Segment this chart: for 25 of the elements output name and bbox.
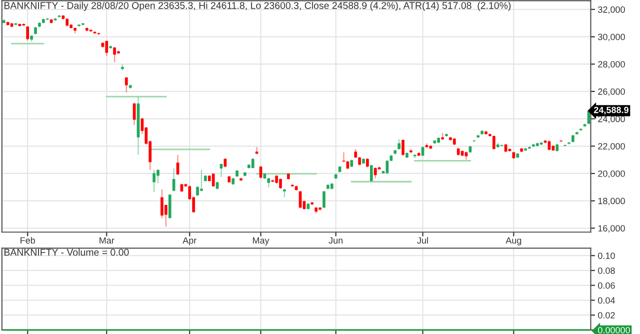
chart-title: BANKNIFTY - Volume = 0.00	[4, 248, 129, 256]
x-tick-label: Mar	[100, 237, 114, 244]
y-tick-label: 18,000	[598, 198, 625, 206]
x-tick-label: Jun	[328, 237, 343, 244]
x-tick-label: May	[252, 237, 270, 246]
y-tick-label: 22,000	[598, 143, 625, 151]
x-tick-label: Aug	[506, 237, 522, 246]
y-tick-label: 24,000	[598, 116, 625, 124]
y-tick-label: 0.04	[598, 297, 615, 304]
y-tick-label: 0.10	[598, 252, 615, 259]
chart-title: BANKNIFTY - Daily 28/08/20 Open 23635.3, Hi 24611.8, Lo 23600.3, Close 24588.9 (4.2%), ATR(14) 517.08 (2.10%)	[4, 2, 511, 11]
x-tick-label: Feb	[20, 236, 36, 244]
x-tick-label: Jul	[417, 236, 428, 244]
y-tick-label: 0.06	[598, 282, 615, 289]
y-tick-label: 26,000	[598, 88, 625, 96]
y-tick-label: 0.00000	[598, 326, 630, 334]
x-tick-label: Apr	[182, 237, 196, 246]
y-tick-label: 28,000	[598, 61, 625, 69]
y-tick-label: 30,000	[598, 34, 625, 42]
y-tick-label: 20,000	[598, 170, 625, 178]
y-tick-label: 32,000	[598, 6, 625, 14]
y-tick-label: 0.02	[598, 312, 615, 318]
y-tick-label: 0.08	[598, 267, 615, 274]
y-tick-label: 16,000	[598, 225, 625, 233]
text: 24,588.9	[594, 106, 628, 114]
